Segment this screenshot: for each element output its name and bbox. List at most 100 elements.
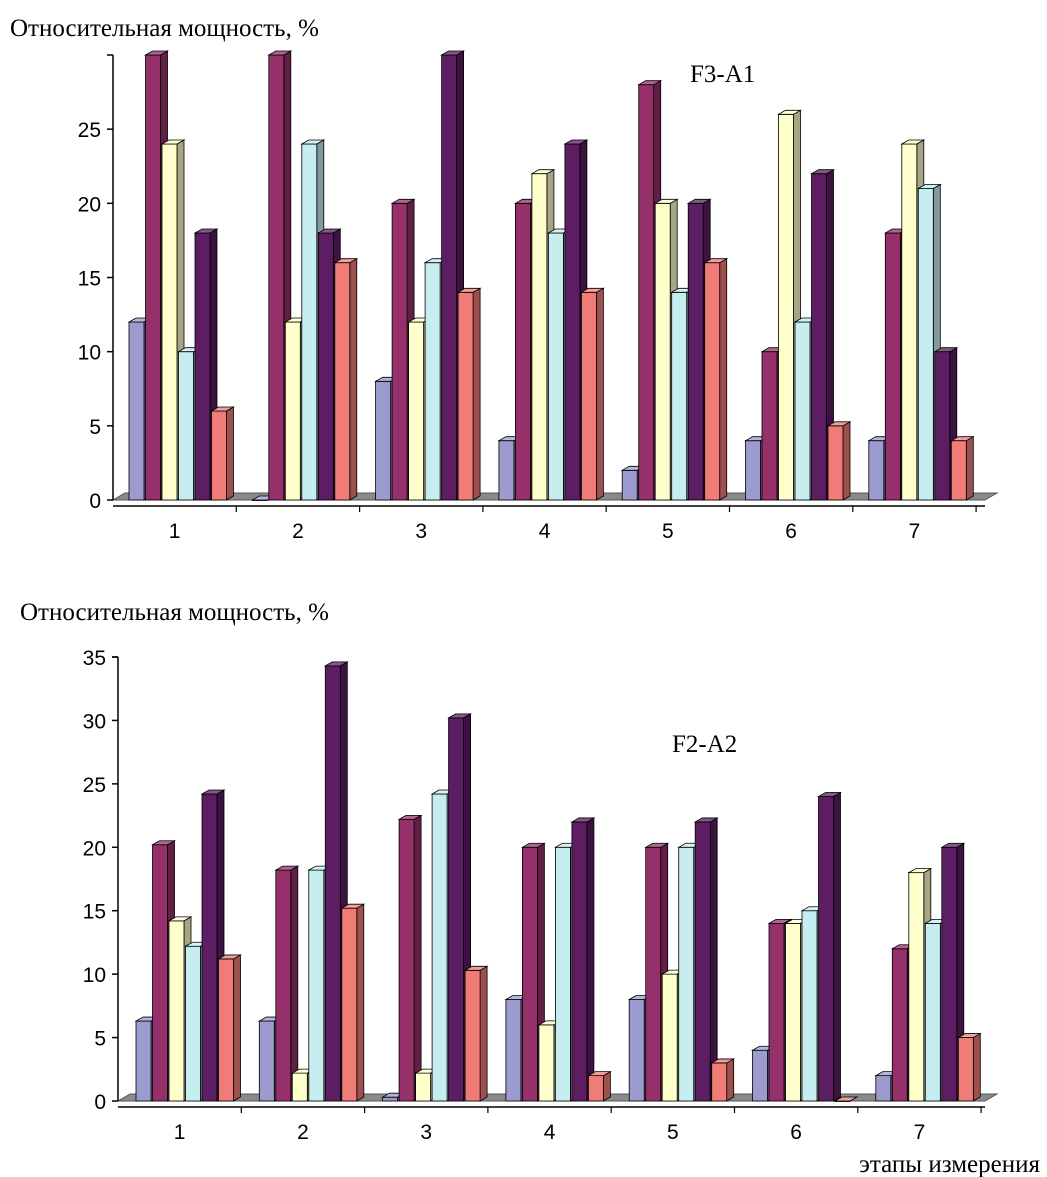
bar-top bbox=[816, 792, 843, 797]
x-tick-label: 1 bbox=[174, 1121, 186, 1144]
bar-side bbox=[726, 1058, 735, 1102]
bar-front bbox=[145, 54, 161, 501]
bar-side bbox=[596, 287, 604, 501]
bar-top bbox=[579, 287, 605, 293]
y-tick-label: 25 bbox=[78, 119, 101, 142]
bar-front bbox=[564, 143, 581, 501]
bar-top bbox=[440, 50, 466, 56]
bar-top bbox=[333, 258, 359, 264]
bar-front bbox=[194, 232, 211, 501]
bar-top bbox=[340, 903, 366, 909]
chart-f2-a2: Относительная мощность, % F2-A2 05101520… bbox=[20, 599, 1040, 1177]
bar-front bbox=[178, 351, 194, 501]
bar-top bbox=[209, 406, 236, 412]
bar-side bbox=[233, 954, 241, 1102]
y-tick-label: 15 bbox=[78, 268, 101, 291]
y-tick-label: 5 bbox=[89, 416, 101, 439]
bar-top bbox=[826, 421, 852, 427]
bar-front bbox=[671, 291, 688, 501]
bar-side bbox=[356, 903, 365, 1102]
bar-top bbox=[809, 169, 836, 175]
bar-top bbox=[193, 228, 219, 234]
bar-top bbox=[563, 139, 589, 145]
bar-top bbox=[143, 50, 170, 56]
bar-top bbox=[949, 436, 975, 442]
bar-front bbox=[448, 717, 465, 1102]
x-tick-labels: 1 2 3 4 5 6 7 bbox=[169, 520, 920, 543]
bar bbox=[397, 814, 423, 1102]
bar-front bbox=[431, 793, 448, 1102]
bar-top bbox=[323, 661, 349, 667]
bar bbox=[340, 903, 366, 1102]
x-tick-label: 6 bbox=[785, 520, 797, 543]
x-tick-label: 7 bbox=[914, 1121, 926, 1144]
bar bbox=[333, 257, 359, 501]
bar-top bbox=[644, 842, 670, 848]
bar-top bbox=[686, 198, 712, 204]
bar-front bbox=[464, 969, 481, 1102]
bar-front bbox=[457, 291, 474, 501]
bar-front bbox=[308, 869, 325, 1102]
bar-front bbox=[324, 665, 341, 1102]
axes bbox=[112, 656, 985, 1113]
bar bbox=[520, 842, 546, 1102]
bar-front bbox=[704, 262, 721, 501]
bar-front bbox=[924, 923, 941, 1102]
chart-title: F2-A2 bbox=[672, 731, 737, 758]
bar-front bbox=[152, 844, 168, 1102]
bar-top bbox=[520, 842, 546, 848]
y-tick-label: 10 bbox=[78, 342, 101, 365]
bar bbox=[693, 817, 719, 1102]
bar-front bbox=[291, 1072, 308, 1102]
bar bbox=[209, 406, 236, 501]
bar-front bbox=[161, 143, 178, 501]
bar-top bbox=[916, 184, 942, 189]
bar-side bbox=[709, 817, 718, 1102]
bar-front bbox=[745, 440, 761, 501]
bar bbox=[456, 287, 482, 501]
bar-front bbox=[258, 1020, 275, 1102]
bar-front bbox=[268, 54, 285, 501]
bar-front bbox=[950, 440, 967, 501]
y-tick-label: 20 bbox=[78, 193, 101, 216]
bar-front bbox=[957, 1037, 974, 1102]
bar-front bbox=[628, 999, 645, 1102]
bar-front bbox=[531, 173, 548, 501]
bar-front bbox=[711, 1062, 728, 1102]
bar-front bbox=[654, 202, 671, 501]
bar-top bbox=[447, 713, 473, 719]
bar-top bbox=[956, 1033, 982, 1038]
bar-side bbox=[833, 791, 841, 1102]
bar-front bbox=[398, 818, 415, 1102]
bar-front bbox=[785, 923, 801, 1102]
bar-top bbox=[316, 228, 342, 234]
bar-front bbox=[555, 846, 571, 1102]
bar-front bbox=[687, 202, 704, 501]
bar-front bbox=[678, 846, 695, 1102]
y-tick-label: 5 bbox=[94, 1028, 106, 1051]
bar-front bbox=[341, 907, 358, 1102]
bar-front bbox=[548, 232, 564, 501]
bar-front bbox=[818, 796, 834, 1102]
bar-top bbox=[776, 109, 803, 115]
bar-side bbox=[290, 865, 299, 1102]
bar-front bbox=[505, 999, 522, 1102]
bar bbox=[586, 1070, 612, 1102]
bar bbox=[579, 287, 605, 501]
bar-front bbox=[218, 958, 234, 1102]
bar-front bbox=[515, 202, 531, 501]
bar-side bbox=[413, 814, 422, 1102]
bar-front bbox=[498, 440, 515, 501]
bars bbox=[134, 661, 982, 1102]
bar-top bbox=[933, 347, 959, 353]
x-tick-label: 2 bbox=[297, 1121, 309, 1144]
y-tick-label: 0 bbox=[89, 490, 101, 513]
bar-front bbox=[391, 202, 408, 501]
bar-front bbox=[768, 923, 785, 1102]
bar-front bbox=[588, 1075, 604, 1102]
bar-side bbox=[479, 965, 488, 1102]
bar-top bbox=[940, 842, 966, 848]
y-tick-label: 15 bbox=[83, 901, 106, 924]
bar bbox=[710, 1058, 736, 1102]
bar-front bbox=[128, 321, 145, 501]
